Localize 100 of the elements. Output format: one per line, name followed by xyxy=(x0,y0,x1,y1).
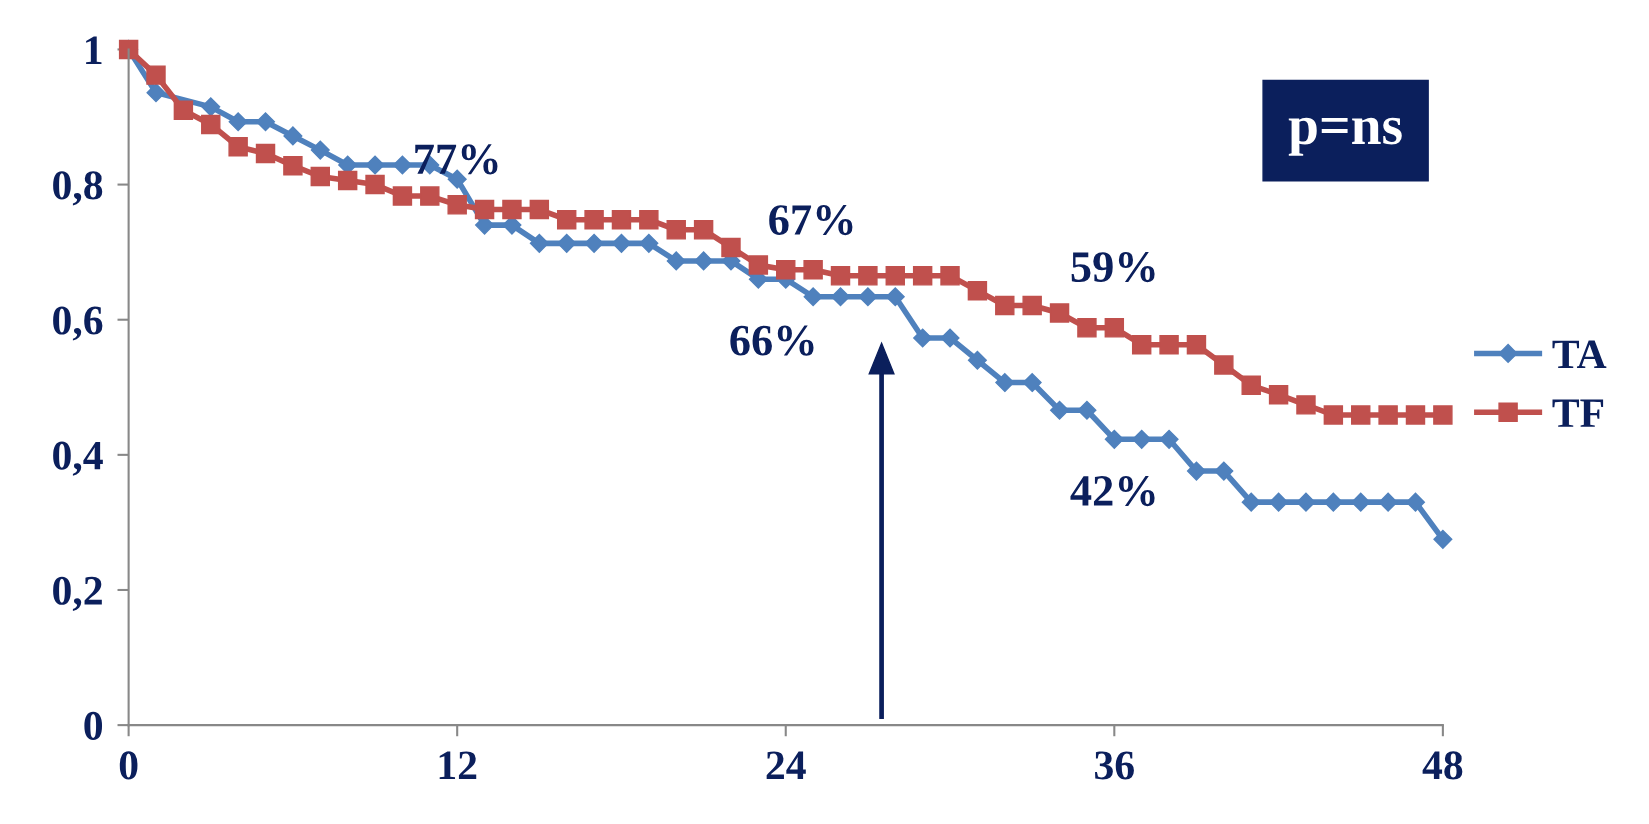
point xyxy=(666,220,686,240)
y-tick-label: 0,8 xyxy=(53,171,103,206)
point xyxy=(201,97,221,117)
point xyxy=(1433,529,1453,549)
point xyxy=(557,233,577,253)
point xyxy=(940,328,960,348)
point xyxy=(255,112,276,132)
point xyxy=(967,280,988,301)
point xyxy=(1022,295,1042,316)
annotation: 66% xyxy=(730,325,814,356)
point xyxy=(1241,492,1261,512)
point xyxy=(1241,375,1261,395)
point xyxy=(995,295,1015,316)
point xyxy=(940,266,960,286)
y-tick-label: 0,4 xyxy=(53,441,103,476)
annotation: p=ns xyxy=(1288,117,1402,156)
point xyxy=(529,199,550,220)
point xyxy=(420,186,440,206)
point xyxy=(776,259,796,280)
point xyxy=(1378,492,1398,512)
point xyxy=(1186,334,1207,355)
point xyxy=(1104,429,1124,449)
point xyxy=(1077,318,1097,338)
point xyxy=(1131,334,1152,355)
annotation: 67% xyxy=(769,205,853,236)
point xyxy=(858,287,878,307)
point xyxy=(1049,303,1070,323)
point xyxy=(639,209,659,230)
point xyxy=(1296,395,1316,415)
point xyxy=(694,251,714,271)
point xyxy=(392,186,413,206)
annotation: 77% xyxy=(415,144,498,175)
y-tick-label: 0,6 xyxy=(53,306,103,341)
point xyxy=(1405,405,1426,425)
point xyxy=(1269,492,1289,512)
point xyxy=(1268,384,1289,405)
legend-label: TA xyxy=(1552,340,1607,368)
point xyxy=(830,287,851,307)
point xyxy=(1378,405,1398,425)
point xyxy=(365,174,385,195)
y-tick-label: 0,2 xyxy=(53,576,102,611)
point xyxy=(858,266,878,286)
point xyxy=(447,195,467,215)
annotation: 42% xyxy=(1070,475,1155,507)
point xyxy=(1351,405,1371,425)
point xyxy=(146,83,166,103)
point xyxy=(1159,429,1179,449)
point xyxy=(584,233,604,253)
x-tick-label: 12 xyxy=(439,751,477,780)
point xyxy=(556,209,577,230)
point xyxy=(502,199,522,220)
point xyxy=(885,266,905,286)
point xyxy=(748,255,769,275)
point xyxy=(1214,355,1234,375)
point xyxy=(913,328,933,348)
annotation: 59% xyxy=(1071,252,1155,283)
point xyxy=(1050,400,1070,420)
point xyxy=(830,266,851,286)
point xyxy=(584,209,604,230)
point xyxy=(1323,492,1343,512)
point xyxy=(529,233,549,253)
point xyxy=(1351,492,1371,512)
point xyxy=(611,209,632,230)
y-tick-label: 0 xyxy=(84,711,103,740)
x-tick-label: 24 xyxy=(766,751,806,780)
point xyxy=(1433,405,1453,425)
point xyxy=(228,112,248,132)
point xyxy=(803,259,823,280)
point xyxy=(173,100,194,120)
legend-label: TF xyxy=(1552,399,1604,427)
y-tick-label: 1 xyxy=(86,36,102,64)
point xyxy=(1186,461,1206,481)
point xyxy=(1405,492,1426,512)
point xyxy=(283,126,303,146)
point xyxy=(611,233,632,253)
point xyxy=(639,233,659,253)
point xyxy=(337,170,358,191)
point xyxy=(1323,405,1344,425)
point xyxy=(310,140,330,160)
point xyxy=(310,166,331,187)
point xyxy=(1296,492,1316,512)
point xyxy=(1132,429,1152,449)
point xyxy=(392,155,412,175)
point xyxy=(1214,461,1234,481)
point xyxy=(283,155,303,176)
x-tick-label: 0 xyxy=(119,751,138,780)
point xyxy=(365,155,385,175)
point xyxy=(995,373,1015,393)
point xyxy=(1022,373,1042,393)
point xyxy=(912,266,933,286)
point xyxy=(1104,318,1125,338)
point xyxy=(201,114,221,135)
point xyxy=(1159,334,1179,355)
point xyxy=(885,287,905,307)
x-tick-label: 36 xyxy=(1095,751,1134,780)
point xyxy=(803,287,823,307)
point xyxy=(255,143,276,164)
point xyxy=(228,137,248,157)
point xyxy=(721,237,741,258)
x-tick-label: 48 xyxy=(1422,751,1463,780)
